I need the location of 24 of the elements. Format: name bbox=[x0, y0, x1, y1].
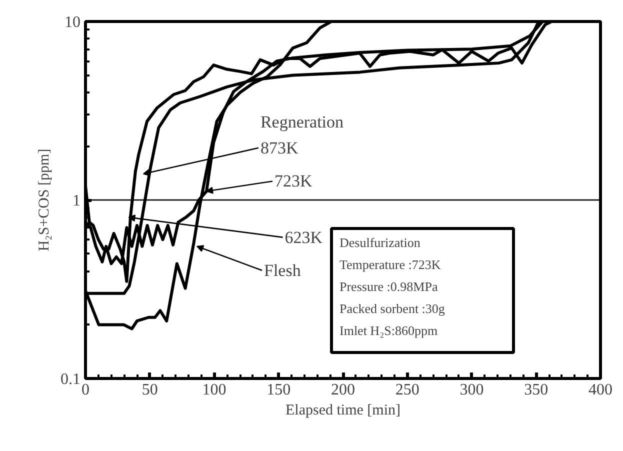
x-tick-label: 300 bbox=[460, 382, 484, 398]
annotation: Packed sorbent :30g bbox=[340, 301, 446, 316]
x-axis-title: Elapsed time [min] bbox=[286, 402, 400, 418]
annotation: Flesh bbox=[264, 260, 302, 280]
y-tick-label: 10 bbox=[64, 14, 80, 31]
annotation: 873K bbox=[260, 138, 299, 158]
x-tick-label: 200 bbox=[331, 382, 355, 398]
x-tick-label: 400 bbox=[588, 382, 612, 398]
annotation: Temperature :723K bbox=[340, 257, 442, 272]
annotation: Imlet H₂S:860ppm bbox=[340, 323, 438, 338]
annotation: Pressure :0.98MPa bbox=[340, 279, 438, 294]
x-tick-label: 0 bbox=[82, 382, 90, 398]
x-tick-label: 350 bbox=[524, 382, 548, 398]
y-axis-title: H₂S+COS [ppm] bbox=[36, 148, 52, 252]
y-tick-label: 0.1 bbox=[60, 371, 80, 388]
annotation: 623K bbox=[284, 228, 324, 247]
annotation: 723K bbox=[274, 172, 314, 191]
y-tick-label: 1 bbox=[72, 192, 80, 210]
annotation: Desulfurization bbox=[340, 235, 421, 250]
x-tick-label: 250 bbox=[395, 382, 420, 398]
annotation: Regneration bbox=[260, 112, 344, 132]
x-tick-label: 50 bbox=[142, 382, 158, 398]
x-tick-label: 150 bbox=[266, 382, 291, 398]
x-tick-label: 100 bbox=[202, 382, 226, 398]
